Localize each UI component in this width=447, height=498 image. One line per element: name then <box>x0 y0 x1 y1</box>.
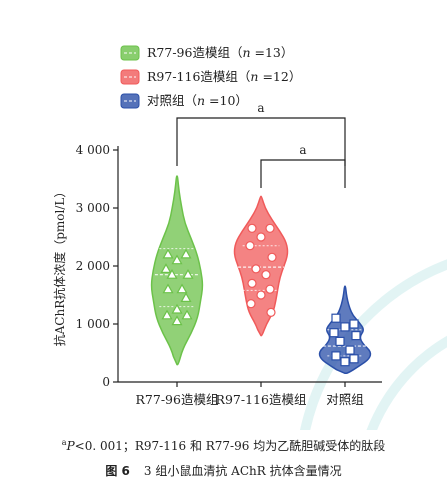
data-point <box>171 303 183 314</box>
data-point <box>256 290 266 300</box>
p-symbol: P <box>66 439 75 453</box>
significance-bracket <box>260 159 346 188</box>
data-point <box>247 278 257 288</box>
figure-caption: 图 6 3 组小鼠血清抗 AChR 抗体含量情况 <box>0 462 447 479</box>
violin-1 <box>150 175 204 366</box>
data-point <box>162 283 174 294</box>
data-point <box>261 270 271 280</box>
data-point <box>335 336 345 346</box>
data-point <box>349 319 359 329</box>
x-tick-label: R77-96造模组 <box>136 392 219 407</box>
data-point <box>181 309 193 320</box>
caption-text: 3 组小鼠血清抗 AChR 抗体含量情况 <box>143 464 342 478</box>
y-tick-label: 4 000 <box>76 143 110 157</box>
y-tick-label: 2 000 <box>76 259 110 273</box>
significance-bracket <box>176 117 346 166</box>
x-tick-label: 对照组 <box>326 392 364 407</box>
footnote-text: <0. 001；R97-116 和 R77-96 均为乙酰胆碱受体的肽段 <box>74 439 386 453</box>
data-point <box>246 299 256 309</box>
data-point <box>171 254 183 265</box>
violin-2 <box>233 195 289 337</box>
data-point <box>180 248 192 259</box>
axes: 0 1 000 2 000 3 000 4 000 R77-96造模组R97-116造模组… <box>52 143 382 407</box>
data-point <box>161 309 173 320</box>
data-point <box>180 292 192 302</box>
significance-label: a <box>257 101 264 115</box>
data-point <box>160 263 172 273</box>
data-point <box>176 283 188 294</box>
data-point <box>340 322 350 332</box>
y-tick-label: 0 <box>102 375 110 389</box>
watermark-arcs <box>300 259 447 430</box>
data-point <box>251 264 261 274</box>
significance-brackets: aa <box>176 101 346 188</box>
x-tick-label: R97-116造模组 <box>216 392 307 407</box>
legend-label: 对照组（n =10） <box>147 93 248 108</box>
data-point <box>267 252 277 262</box>
data-point <box>265 284 275 294</box>
data-point <box>256 232 266 242</box>
data-point <box>266 307 276 317</box>
data-point <box>171 315 183 326</box>
y-tick-label: 3 000 <box>76 201 110 215</box>
y-tick-label: 1 000 <box>76 317 110 331</box>
data-points <box>160 223 361 367</box>
significance-label: a <box>299 143 306 157</box>
data-point <box>331 351 341 361</box>
data-point <box>245 241 255 251</box>
data-point <box>265 223 275 233</box>
data-point <box>247 223 257 233</box>
data-point <box>329 328 339 338</box>
data-point <box>349 354 359 364</box>
y-axis-label: 抗AChR抗体浓度（pmol/L） <box>52 186 67 347</box>
data-point <box>331 313 341 323</box>
footnote: aP<0. 001；R97-116 和 R77-96 均为乙酰胆碱受体的肽段 <box>0 437 447 454</box>
legend: R77-96造模组（n =13） R97-116造模组（n =12） 对照组（n =… <box>120 45 301 109</box>
data-point <box>351 331 361 341</box>
data-point <box>340 357 350 367</box>
data-point <box>182 268 194 279</box>
data-point <box>166 268 178 279</box>
legend-label: R97-116造模组（n =12） <box>147 69 301 84</box>
data-point <box>162 248 174 259</box>
data-point <box>345 345 355 355</box>
caption-label: 图 6 <box>105 464 130 478</box>
footnote-marker: a <box>61 438 67 447</box>
legend-label: R77-96造模组（n =13） <box>147 45 293 60</box>
